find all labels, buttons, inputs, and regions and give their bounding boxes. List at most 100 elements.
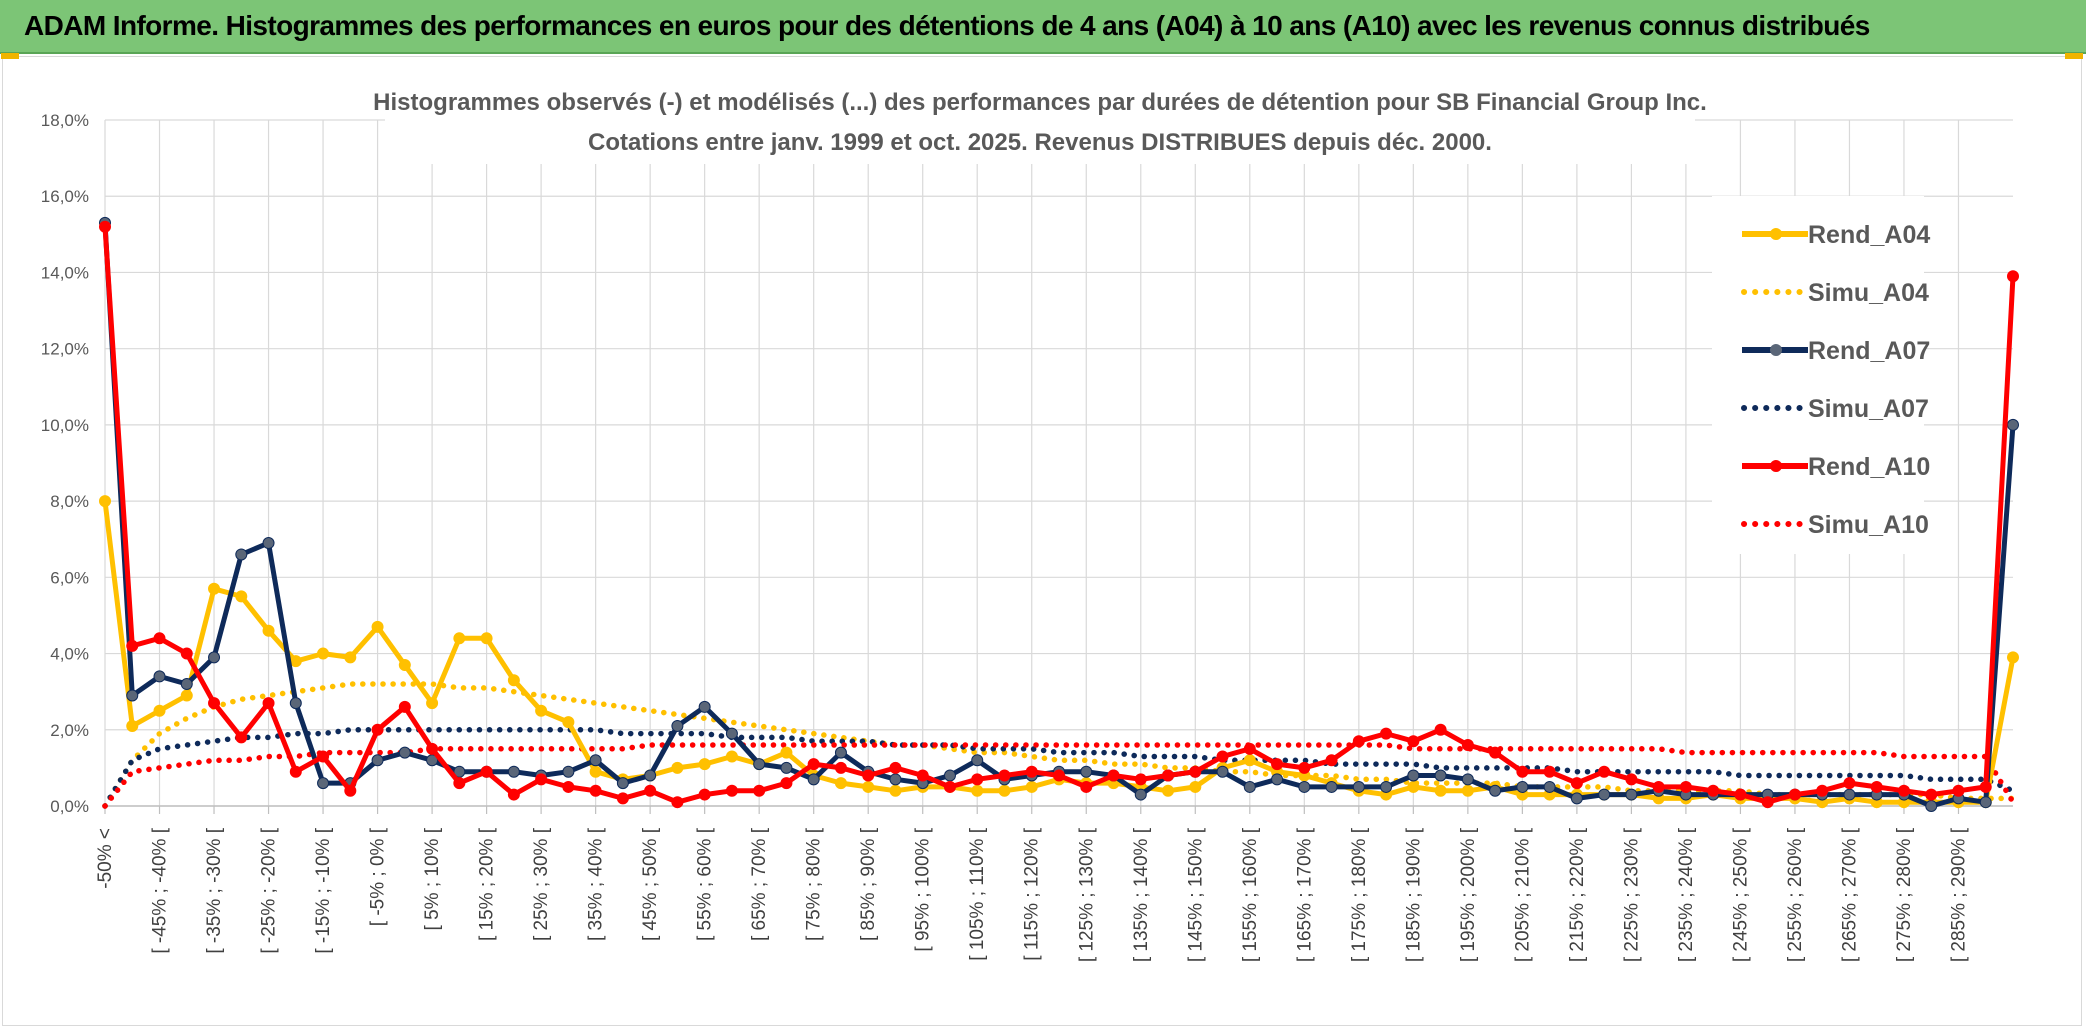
data-point [262,697,275,710]
x-tick-label: [ 245% ; 250% [ [1730,827,1751,962]
x-tick-label: [ -45% ; -40% [ [150,827,171,953]
data-point [862,769,875,782]
data-point [834,761,847,774]
data-point [317,750,330,763]
data-point [235,548,248,561]
data-point [208,651,221,664]
data-point [398,700,411,713]
data-point [507,765,520,778]
data-point [480,765,493,778]
data-point [208,582,221,595]
data-point [1298,761,1311,774]
data-point [180,678,193,691]
data-point [1407,780,1420,793]
data-point [1461,739,1474,752]
series-line [102,681,2016,809]
x-tick-label: [ 205% ; 210% [ [1512,827,1533,962]
x-tick-label: [ -5% ; 0% [ [368,827,389,926]
legend-label: Rend_A10 [1808,453,1930,481]
data-point [289,655,302,668]
data-point [998,769,1011,782]
y-tick-label: 0,0% [50,797,89,816]
data-point [317,777,330,790]
data-point [671,796,684,809]
data-point [2007,270,2019,283]
data-point [507,674,520,687]
data-point [889,784,902,797]
data-point [1870,780,1883,793]
legend-label: Rend_A07 [1808,337,1930,365]
data-point [807,773,820,786]
data-point [371,620,384,633]
data-point [1216,765,1229,778]
data-point [1679,780,1692,793]
data-point [507,788,520,801]
data-point [889,773,902,786]
data-point [725,750,738,763]
x-tick-label: [ 75% ; 80% [ [804,827,825,941]
legend-item-Rend_A04: Rend_A04 [1742,221,1930,249]
legend-label: Simu_A04 [1808,279,1929,307]
data-point [1243,754,1256,767]
data-point [1461,773,1474,786]
data-point [1162,769,1175,782]
data-point [1489,784,1502,797]
legend-background [1712,196,1924,554]
data-point [1843,777,1856,790]
x-tick-label: [ 45% ; 50% [ [640,827,661,941]
data-point [1543,765,1556,778]
series-Rend_A10 [99,220,2019,809]
data-point [535,773,548,786]
title-background [385,80,1695,164]
x-tick-label: [ 25% ; 30% [ [531,827,552,941]
legend-label: Simu_A10 [1808,511,1929,539]
x-tick-label: [ 185% ; 190% [ [1403,827,1424,962]
x-tick-label: [ 155% ; 160% [ [1240,827,1261,962]
data-point [589,754,602,767]
data-point [1380,727,1393,740]
data-point [943,769,956,782]
data-point [1897,784,1910,797]
data-point [344,651,357,664]
legend-item-Rend_A07: Rend_A07 [1742,337,1930,365]
data-point [1107,769,1120,782]
y-tick-label: 2,0% [50,721,89,740]
x-tick-label: [ -15% ; -10% [ [313,827,334,953]
data-point [1380,780,1393,793]
frame-corner-right [2065,53,2083,59]
y-tick-label: 8,0% [50,492,89,511]
data-point [780,746,793,759]
data-point [2007,651,2019,664]
data-point [753,758,766,771]
frame-corner-left [1,53,19,59]
x-tick-label: [ 85% ; 90% [ [858,827,879,941]
data-point [671,761,684,774]
data-point [126,719,139,732]
data-point [1025,765,1038,778]
data-point [1434,769,1447,782]
data-point [562,780,575,793]
data-point [943,780,956,793]
legend-marker [1770,228,1782,240]
data-point [1352,735,1365,748]
data-point [698,788,711,801]
x-tick-label: [ 115% ; 120% [ [1022,827,1043,960]
data-point [1243,742,1256,755]
chart-titles: Histogrammes observés (-) et modélisés (… [373,80,1707,164]
data-point [1134,773,1147,786]
data-point [398,746,411,759]
data-point [753,784,766,797]
data-point [1925,788,1938,801]
data-point [562,765,575,778]
data-point [671,719,684,732]
data-point [780,777,793,790]
data-point [1407,735,1420,748]
data-point [971,754,984,767]
data-point [1598,788,1611,801]
x-tick-label: [ 95% ; 100% [ [913,827,934,951]
data-point [208,697,221,710]
data-point [916,769,929,782]
data-point [1652,780,1665,793]
data-point [589,784,602,797]
